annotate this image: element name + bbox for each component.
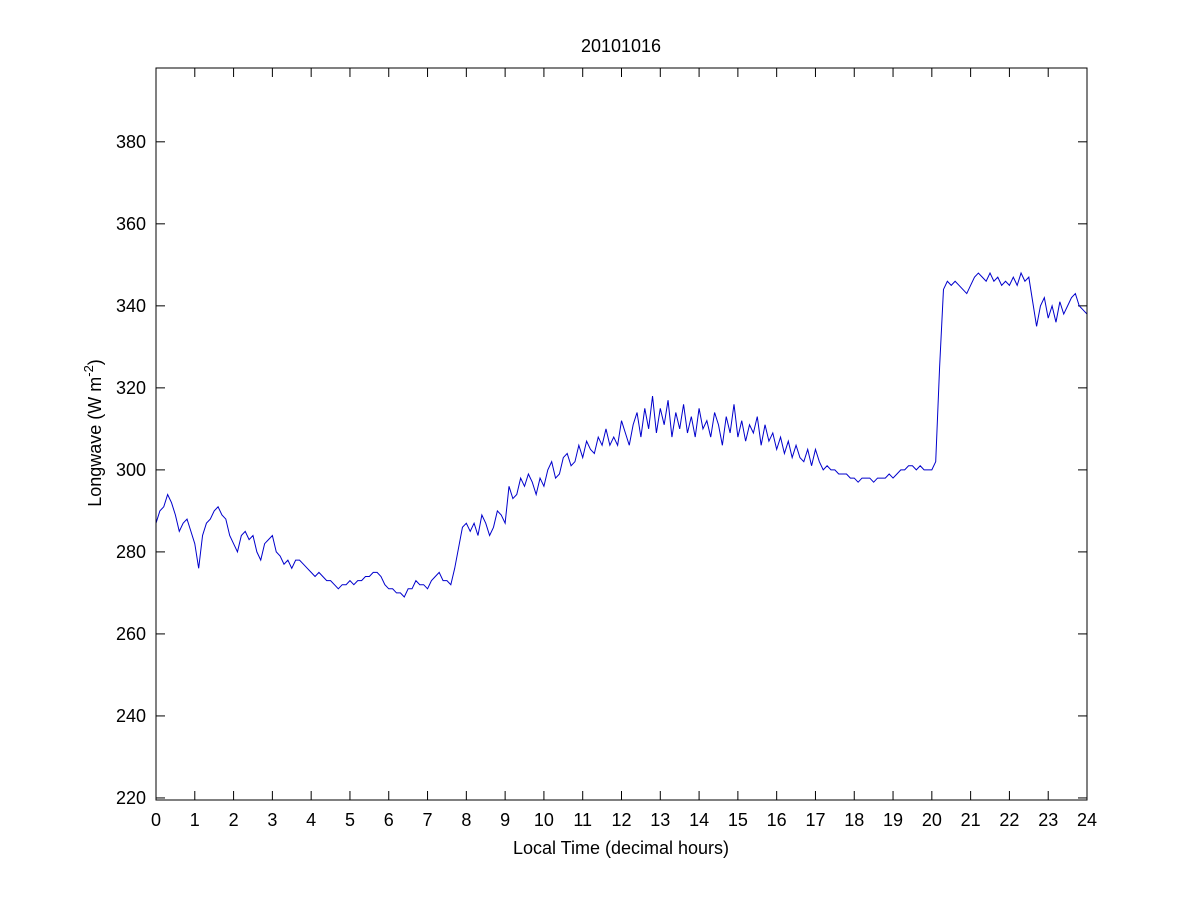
y-axis-label: Longwave (W m-2) <box>81 359 105 507</box>
x-tick-label: 14 <box>689 810 709 830</box>
x-tick-label: 4 <box>306 810 316 830</box>
y-tick-label: 360 <box>116 214 146 234</box>
y-axis-label-main: Longwave (W m <box>85 377 105 507</box>
x-tick-label: 13 <box>650 810 670 830</box>
y-tick-label: 240 <box>116 706 146 726</box>
x-tick-label: 7 <box>423 810 433 830</box>
y-tick-label: 340 <box>116 296 146 316</box>
x-tick-label: 2 <box>229 810 239 830</box>
y-axis-label-sup: -2 <box>81 365 96 377</box>
x-tick-label: 23 <box>1038 810 1058 830</box>
x-tick-label: 21 <box>961 810 981 830</box>
x-tick-label: 3 <box>267 810 277 830</box>
y-tick-label: 380 <box>116 132 146 152</box>
data-line <box>155 271 1088 598</box>
y-tick-label: 220 <box>116 788 146 808</box>
x-tick-label: 19 <box>883 810 903 830</box>
chart-title: 20101016 <box>581 36 661 56</box>
x-axis-label: Local Time (decimal hours) <box>513 838 729 858</box>
x-tick-label: 15 <box>728 810 748 830</box>
x-tick-label: 6 <box>384 810 394 830</box>
x-tick-label: 17 <box>805 810 825 830</box>
x-tick-label: 11 <box>573 810 592 830</box>
x-tick-label: 22 <box>999 810 1019 830</box>
y-tick-label: 280 <box>116 542 146 562</box>
x-tick-label: 8 <box>461 810 471 830</box>
x-tick-label: 10 <box>534 810 554 830</box>
axes-box <box>155 67 1088 801</box>
x-tick-label: 0 <box>151 810 161 830</box>
x-tick-label: 20 <box>922 810 942 830</box>
x-tick-label: 1 <box>190 810 200 830</box>
x-tick-label: 18 <box>844 810 864 830</box>
y-tick-label: 260 <box>116 624 146 644</box>
x-tick-label: 24 <box>1077 810 1097 830</box>
y-tick-label: 320 <box>116 378 146 398</box>
x-tick-label: 12 <box>611 810 631 830</box>
x-tick-label: 16 <box>767 810 787 830</box>
y-axis-label-end: ) <box>85 359 105 365</box>
y-tick-label: 300 <box>116 460 146 480</box>
x-tick-label: 9 <box>500 810 510 830</box>
x-tick-label: 5 <box>345 810 355 830</box>
